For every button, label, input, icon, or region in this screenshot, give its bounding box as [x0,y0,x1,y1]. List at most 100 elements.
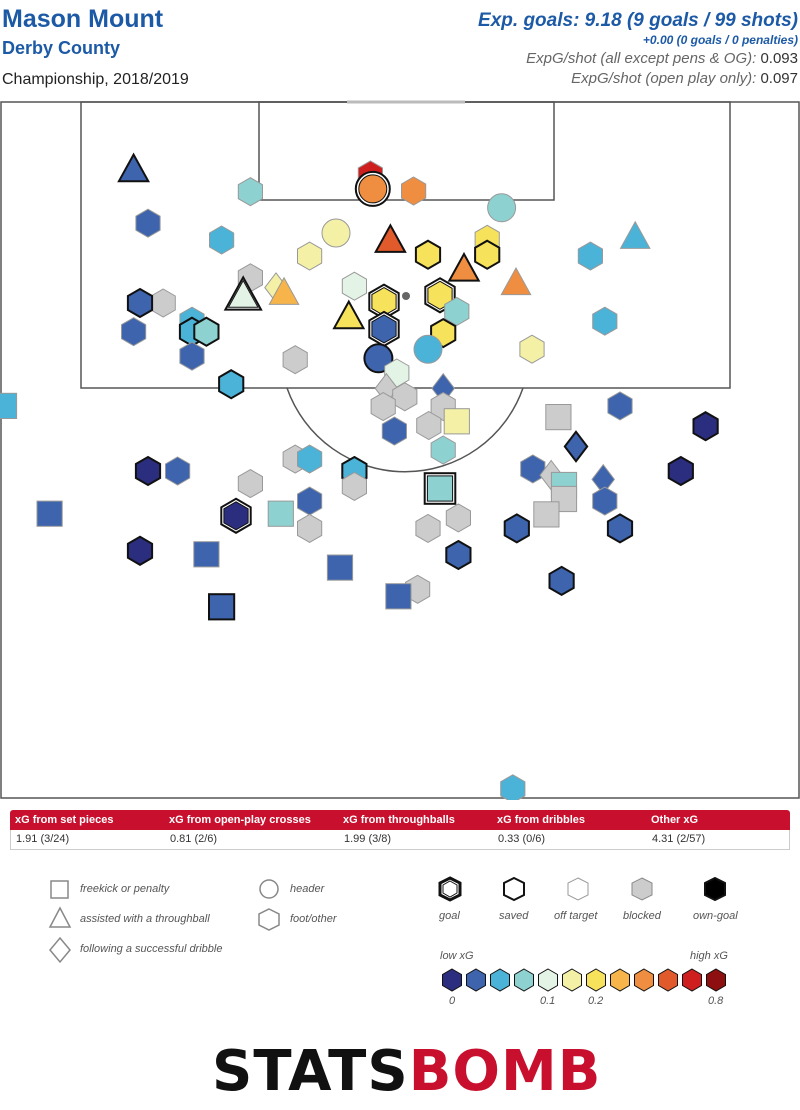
shot-marker [545,404,572,431]
shot-marker [371,314,397,344]
scale-tick-08: 0.8 [708,995,724,1007]
shot-marker [563,430,589,463]
value-set-pieces: 1.91 (3/24) [16,833,70,845]
shot-marker [165,456,191,486]
xg-summary-values: 1.91 (3/24) 0.81 (2/6) 1.99 (3/8) 0.33 (… [10,830,790,850]
legend-label-own-goal: own-goal [693,910,738,922]
player-name: Mason Mount [2,5,164,33]
scale-label-high: high xG [690,950,728,962]
shot-marker [150,288,176,318]
legend-circle-icon [259,879,279,899]
shot-marker [341,471,367,501]
scale-swatch [610,968,630,992]
xg-per-shot-label: ExpG/shot (all except pens & OG): [526,50,757,67]
scale-swatch [562,968,582,992]
shot-marker [500,266,532,296]
legend-off-target-icon [567,877,589,901]
team-name: Derby County [2,38,121,58]
shot-marker [332,299,366,330]
shot-marker [193,316,220,347]
shot-marker [121,317,147,347]
scale-swatch [466,968,486,992]
shot-marker [447,251,481,282]
shot-marker [326,554,354,581]
xg-total: Exp. goals: 9.18 (9 goals / 99 shots) [478,10,798,31]
xg-summary-header: xG from set pieces xG from open-play cro… [10,810,790,830]
shot-marker [427,280,453,310]
shot-marker [592,486,618,516]
shot-marker [426,475,454,502]
scale-swatch [514,968,534,992]
shot-marker [209,225,235,255]
shot-marker [237,469,263,499]
shot-marker [619,220,651,249]
shot-marker [208,593,236,621]
shot-marker [392,382,418,412]
shot-marker [218,369,245,400]
legend-label-freekick: freekick or penalty [80,883,170,895]
value-dribbles: 0.33 (0/6) [498,833,546,845]
shot-marker [445,539,472,571]
competition-season: Championship, 2018/2019 [2,71,189,88]
shot-marker [126,287,154,319]
legend-diamond-icon [49,936,71,964]
shot-marker [36,500,63,527]
scale-swatch [682,968,702,992]
shot-marker [548,565,575,597]
shot-marker [413,334,443,364]
shot-marker [134,455,162,487]
shot-marker [405,574,431,604]
shot-marker [267,500,294,527]
scale-swatch [634,968,654,992]
legend-label-header: header [290,883,325,895]
logo-part-bomb: BOMB [408,1039,602,1104]
legend-goal-inner-icon [442,880,458,898]
penalty-arc [286,387,524,473]
shot-marker [401,176,427,206]
shot-marker [374,223,407,253]
shot-marker [606,513,634,544]
shot-marker [223,501,249,531]
shot-marker [268,276,300,305]
shot-marker [474,239,501,270]
scale-tick-02: 0.2 [588,995,604,1007]
shot-marker [117,152,150,183]
legend-label-off-target: off target [554,910,598,922]
legend-label-goal: goal [439,910,460,922]
scale-swatch [658,968,678,992]
shot-marker [444,296,470,326]
xg-penalties: +0.00 (0 goals / 0 penalties) [642,33,798,47]
shot-map-pitch [0,100,800,800]
shot-marker [297,444,323,474]
shot-marker [445,503,471,533]
legend-label-dribble: following a successful dribble [80,943,223,955]
xg-color-scale [442,968,726,992]
value-throughballs: 1.99 (3/8) [344,833,392,845]
shot-marker [592,306,618,336]
legend-label-throughball: assisted with a throughball [80,913,210,925]
xg-open-play-value: 0.097 [760,70,798,87]
shot-marker [533,501,560,528]
header-dribbles: xG from dribbles [497,814,586,826]
shot-marker [487,193,517,223]
scale-tick-01: 0.1 [540,995,556,1007]
shot-marker [381,416,407,446]
shot-marker [126,535,154,566]
scale-swatch [490,968,510,992]
shot-marker [370,392,396,422]
legend-label-blocked: blocked [623,910,661,922]
legend-label-saved: saved [499,910,529,922]
shot-marker [414,239,442,270]
shot-marker [0,392,18,419]
xg-open-play-label: ExpG/shot (open play only): [571,70,757,87]
shot-marker [358,174,388,204]
xg-open-play: ExpG/shot (open play only): 0.097 [478,70,798,87]
shot-marker [692,411,719,442]
statsbomb-logo: STATSBOMB [212,1042,601,1102]
header-open-play-crosses: xG from open-play crosses [169,814,311,826]
scale-tick-0: 0 [449,995,456,1007]
legend-saved-icon [503,876,525,902]
pitch-outline [0,101,800,799]
legend-hexagon-icon [258,908,280,931]
header-right: Exp. goals: 9.18 (9 goals / 99 shots) +0… [478,10,798,87]
